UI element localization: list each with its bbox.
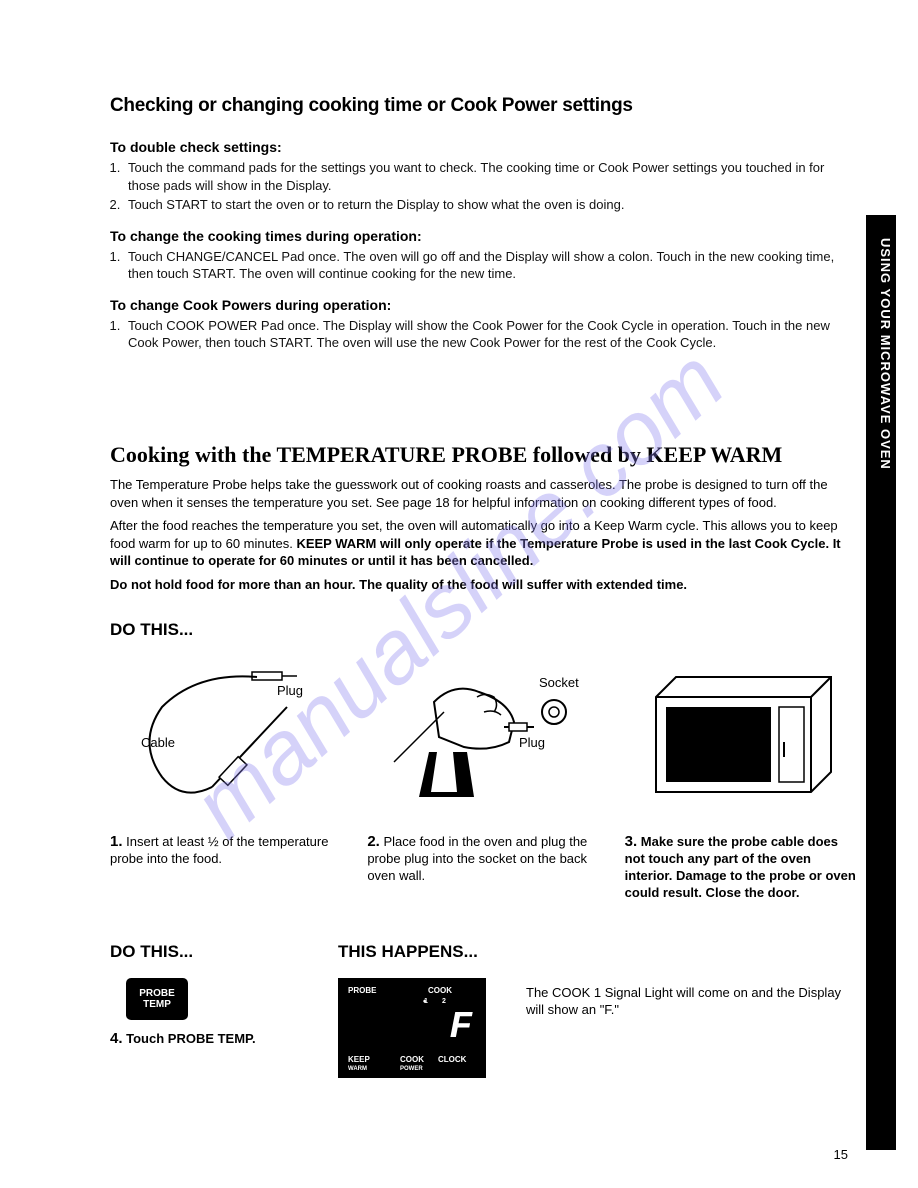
display-label-cookpower: COOK [400,1055,424,1064]
row2-col2: THIS HAPPENS... PROBE COOK 1 2 • F KEEP … [338,942,498,1078]
subhead-check: To double check settings: [110,139,858,155]
step-number: 3. [625,833,638,850]
oven-display-panel: PROBE COOK 1 2 • F KEEP WARM COOK POWER … [338,978,486,1078]
display-label-keep: KEEP [348,1055,370,1064]
svg-text:Cable: Cable [141,735,175,750]
paragraph: The Temperature Probe helps take the gue… [110,476,858,511]
step-number: 4. [110,1030,123,1047]
svg-text:Plug: Plug [277,683,303,698]
list-item: Touch CHANGE/CANCEL Pad once. The oven w… [124,248,858,283]
display-label-2: 2 [442,998,446,1005]
svg-text:Socket: Socket [539,675,579,690]
subhead-change-time: To change the cooking times during opera… [110,228,858,244]
this-happens-heading: THIS HAPPENS... [338,942,498,962]
probe-btn-line2: TEMP [143,999,171,1010]
hand-plug-svg: Socket Plug [379,657,589,817]
step-number: 2. [367,833,380,850]
list-item: Touch the command pads for the settings … [124,159,858,194]
page-content: Checking or changing cooking time or Coo… [0,0,918,1118]
step-2: Socket Plug 2. Place food in the oven an… [367,652,600,885]
step3-illustration [625,652,858,822]
step4-text: Touch PROBE TEMP. [123,1031,256,1046]
list-item: Touch COOK POWER Pad once. The Display w… [124,317,858,352]
step1-illustration: Plug Cable [110,652,343,822]
paragraph: After the food reaches the temperature y… [110,517,858,570]
step-number: 1. [110,833,123,850]
section2-body: The Temperature Probe helps take the gue… [110,476,858,593]
display-label-clock: CLOCK [438,1055,466,1064]
svg-text:Plug: Plug [519,735,545,750]
list-item: Touch START to start the oven or to retu… [124,196,858,214]
probe-btn-line1: PROBE [139,988,175,999]
list-change-time: Touch CHANGE/CANCEL Pad once. The oven w… [110,248,858,283]
row-2: DO THIS... PROBE TEMP 4. Touch PROBE TEM… [110,942,858,1078]
do-this-heading-2: DO THIS... [110,942,310,962]
step-1: Plug Cable 1. Insert at least ½ of the t… [110,652,343,868]
step-text: Insert at least ½ of the temperature pro… [110,834,328,867]
display-label-cook: COOK [428,986,452,995]
microwave-svg [641,662,841,812]
page-number: 15 [834,1147,848,1162]
subhead-change-power: To change Cook Powers during operation: [110,297,858,313]
step-text-bold: Make sure the probe cable does not touch… [625,834,856,900]
step2-illustration: Socket Plug [367,652,600,822]
display-label-warm: WARM [348,1066,367,1072]
section2-heading: Cooking with the TEMPERATURE PROBE follo… [110,442,858,468]
list-check: Touch the command pads for the settings … [110,159,858,214]
display-digit: F [449,1006,472,1049]
probe-temp-button: PROBE TEMP [126,978,188,1020]
display-label-power: POWER [400,1066,423,1072]
paragraph-bold: Do not hold food for more than an hour. … [110,576,858,594]
probe-cable-svg: Plug Cable [137,657,317,817]
main-heading: Checking or changing cooking time or Coo… [110,95,858,117]
display-dot: • [423,996,426,1006]
do-this-heading: DO THIS... [110,620,858,640]
step-text: Place food in the oven and plug the prob… [367,834,587,883]
display-label-probe: PROBE [348,986,376,995]
result-text: The COOK 1 Signal Light will come on and… [526,942,858,1019]
row2-col1: DO THIS... PROBE TEMP 4. Touch PROBE TEM… [110,942,310,1047]
step-3: 3. Make sure the probe cable does not to… [625,652,858,902]
list-change-power: Touch COOK POWER Pad once. The Display w… [110,317,858,352]
steps-row: Plug Cable 1. Insert at least ½ of the t… [110,652,858,902]
